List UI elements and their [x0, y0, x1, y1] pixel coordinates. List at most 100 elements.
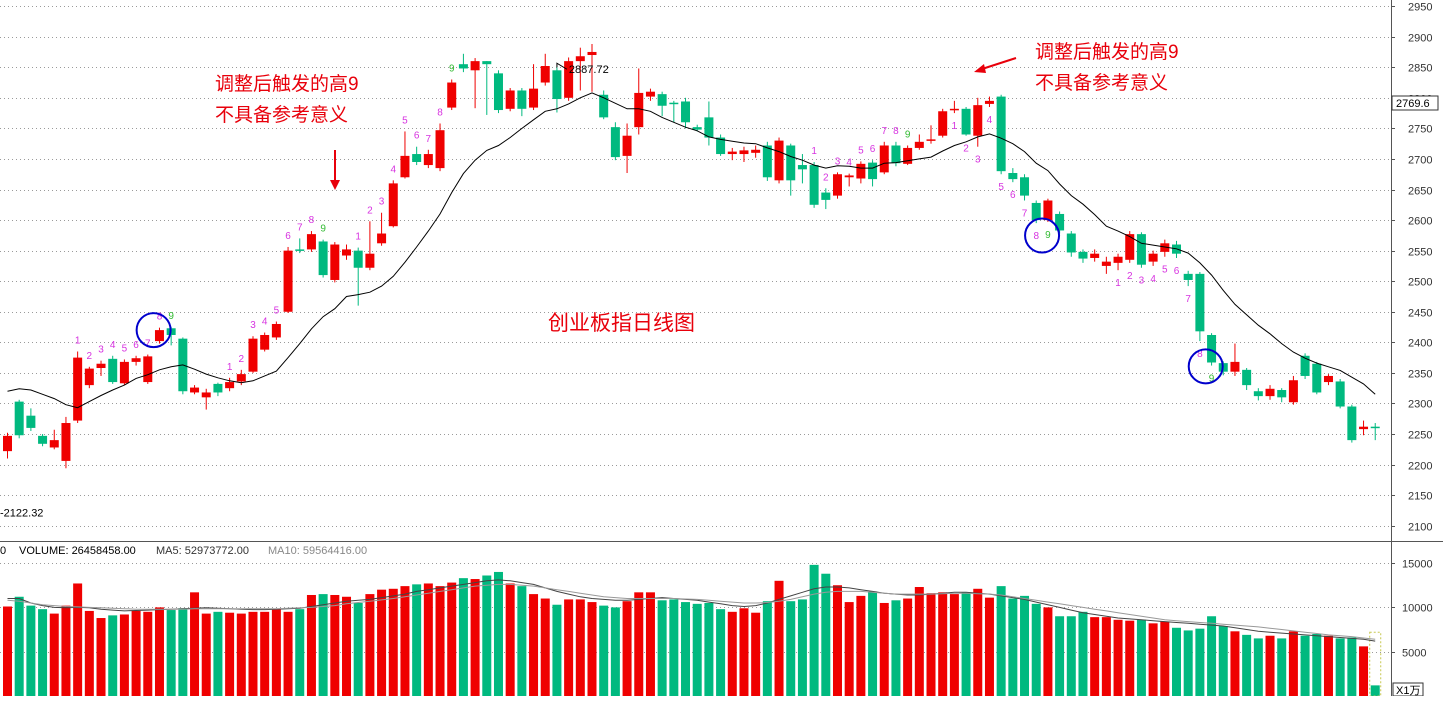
- volume-bar: [412, 584, 422, 696]
- td-sequence-number: 5: [122, 343, 128, 354]
- volume-bar: [657, 600, 667, 696]
- price-gridlines: [0, 6, 1391, 527]
- td-sequence-number: 7: [881, 126, 887, 137]
- candle-body: [26, 415, 36, 428]
- volume-bar: [1101, 617, 1111, 696]
- td-sequence-number: 1: [811, 146, 817, 157]
- highlight-circle: [135, 312, 172, 349]
- price-tick-label: 2650: [1408, 186, 1432, 198]
- volume-bar: [84, 610, 94, 696]
- volume-bar: [587, 602, 597, 696]
- td-sequence-number: 3: [98, 345, 104, 356]
- high-label: 2887.72: [569, 64, 609, 76]
- td-sequence-number: 1: [1115, 278, 1121, 289]
- price-axis: 2100 2150 2200 2250 2300 2350 2400 2450 2500 2550…: [1391, 2, 1432, 534]
- volume-bar: [1078, 611, 1088, 696]
- candle-body: [1125, 234, 1135, 260]
- candle-body: [248, 338, 258, 372]
- td-sequence-number: 9: [905, 129, 911, 140]
- td-sequence-number: 6: [870, 144, 876, 155]
- price-tick-label: 2100: [1408, 522, 1432, 534]
- annotation-right-line1: 调整后触发的高9: [1035, 41, 1179, 63]
- annotation-right: 调整后触发的高9 不具备参考意义: [974, 41, 1179, 94]
- volume-bar: [774, 580, 784, 696]
- volume-bar: [61, 605, 71, 696]
- td-sequence-number: 8: [893, 126, 899, 137]
- volume-bar: [961, 592, 971, 696]
- candle-body: [587, 51, 597, 56]
- volume-bar: [1265, 635, 1275, 696]
- candle-body: [493, 73, 503, 111]
- volume-bar: [1323, 635, 1333, 696]
- volume-unit-label: X1万: [1396, 685, 1420, 696]
- volume-tick-label: 10000: [1402, 603, 1433, 615]
- candle-body: [388, 183, 398, 227]
- volume-bar: [1253, 638, 1263, 696]
- volume-bar: [1370, 685, 1380, 696]
- candle-body: [482, 61, 492, 65]
- volume-legend-ma10: MA10: 59564416.00: [268, 545, 367, 557]
- volume-bar: [342, 596, 352, 696]
- volume-bar: [1312, 633, 1322, 696]
- volume-bar: [295, 609, 305, 696]
- td-sequence-number: 8: [1033, 231, 1039, 242]
- td-sequence-number: 5: [274, 306, 280, 317]
- volume-bar: [154, 607, 164, 696]
- candle-body: [283, 250, 293, 312]
- td-sequence-number: 9: [449, 63, 455, 74]
- volume-bar: [903, 598, 913, 696]
- price-tick-label: 2950: [1408, 2, 1432, 14]
- volume-bar: [388, 588, 398, 696]
- candle-body: [622, 135, 632, 156]
- price-tick-label: 2850: [1408, 63, 1432, 75]
- volume-bar: [1136, 619, 1146, 696]
- price-tick-label: 2750: [1408, 124, 1432, 136]
- volume-bar: [1172, 627, 1181, 696]
- volume-bar: [1277, 638, 1287, 696]
- candle-body: [1101, 261, 1111, 266]
- volume-bar: [996, 586, 1006, 696]
- candle-body: [657, 94, 667, 106]
- candle-body: [435, 130, 445, 169]
- td-sequence-number: 3: [1139, 276, 1145, 287]
- volume-bar: [529, 594, 539, 696]
- candle-body: [938, 111, 948, 136]
- candle-body: [1242, 369, 1252, 386]
- volume-bar: [914, 587, 924, 696]
- current-price-tag: 2769.6: [1391, 95, 1439, 111]
- td-sequence-number: 1: [75, 335, 81, 346]
- candle-body: [926, 139, 936, 141]
- td-sequence-number: 6: [285, 231, 291, 242]
- candle-body: [377, 233, 387, 244]
- volume-bar: [716, 609, 726, 696]
- candle-body: [1020, 177, 1030, 196]
- candle-body: [84, 368, 94, 386]
- candle-body: [1277, 390, 1287, 398]
- volume-bar: [868, 591, 878, 696]
- volume-bar: [1300, 635, 1310, 696]
- candle-body: [38, 435, 48, 444]
- candle-body: [1160, 243, 1170, 252]
- volume-bar: [973, 588, 983, 696]
- candle-body: [856, 163, 866, 179]
- td-sequence-number: 6: [1010, 190, 1016, 201]
- volume-bar: [1055, 616, 1065, 696]
- td-sequence-number: 3: [835, 156, 841, 167]
- current-price-label: 2769.6: [1396, 98, 1430, 110]
- candle-body: [458, 64, 468, 69]
- price-tick-label: 2550: [1408, 247, 1432, 259]
- volume-bar: [517, 586, 527, 696]
- volume-bar: [1090, 617, 1100, 696]
- td-sequence-number: 4: [110, 340, 116, 351]
- candle-body: [774, 140, 784, 181]
- candle-body: [961, 108, 971, 135]
- candle-body: [295, 249, 305, 251]
- td-sequence-number: 9: [1209, 374, 1215, 385]
- candle-body: [949, 108, 959, 111]
- volume-bar: [727, 611, 737, 696]
- price-tick-label: 2500: [1408, 277, 1432, 289]
- annotation-right-arrow-head: [974, 64, 986, 73]
- volume-bar: [540, 598, 550, 696]
- td-sequence-number: 4: [987, 115, 993, 126]
- low-marker: -2122.32: [0, 507, 43, 519]
